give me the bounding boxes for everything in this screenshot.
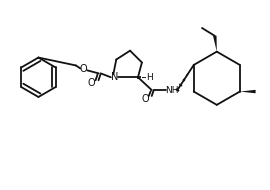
Text: NH: NH — [165, 86, 178, 95]
Text: N: N — [111, 72, 118, 82]
Polygon shape — [240, 90, 256, 93]
Text: O: O — [141, 94, 149, 104]
Polygon shape — [213, 36, 217, 52]
Text: O: O — [80, 64, 87, 74]
Text: O: O — [88, 78, 96, 88]
Text: H: H — [146, 73, 153, 82]
